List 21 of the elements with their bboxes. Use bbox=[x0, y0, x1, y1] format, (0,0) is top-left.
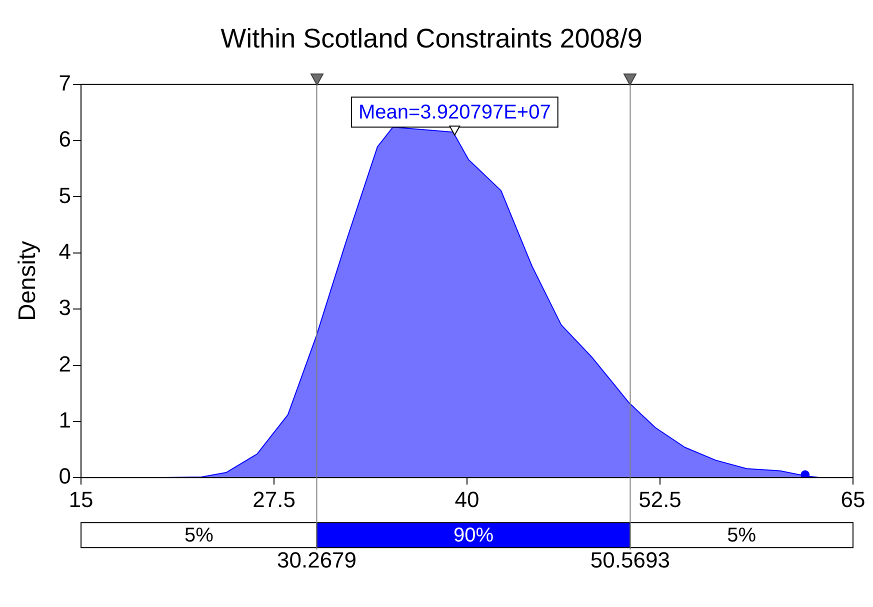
x-tick-label: 52.5 bbox=[638, 486, 682, 512]
y-tick-label: 3 bbox=[58, 295, 72, 320]
ref-line-label: 30.2679 bbox=[276, 548, 357, 573]
x-tick-label: 27.5 bbox=[252, 486, 296, 512]
y-tick-label: 5 bbox=[58, 182, 72, 208]
y-tick-label: 7 bbox=[58, 70, 72, 96]
text: 5% bbox=[727, 524, 756, 547]
y-tick-label: 0 bbox=[58, 464, 72, 489]
ref-line-label: 50.5693 bbox=[590, 548, 670, 573]
x-tick-label: 65 bbox=[840, 486, 866, 512]
y-tick-label: 1 bbox=[58, 407, 72, 432]
y-tick-label: 2 bbox=[58, 351, 72, 376]
y-axis-title: Density bbox=[14, 240, 42, 322]
y-tick-label: 4 bbox=[58, 238, 72, 264]
chart-title: Within Scotland Constraints 2008/9 bbox=[220, 24, 642, 54]
annotation: Mean=3.920797E+07 bbox=[358, 102, 551, 124]
y-tick-label: 6 bbox=[58, 126, 72, 152]
text: 90% bbox=[453, 524, 494, 547]
text: 5% bbox=[184, 524, 214, 547]
x-tick-label: 15 bbox=[68, 486, 94, 512]
x-tick-label: 40 bbox=[454, 486, 480, 512]
